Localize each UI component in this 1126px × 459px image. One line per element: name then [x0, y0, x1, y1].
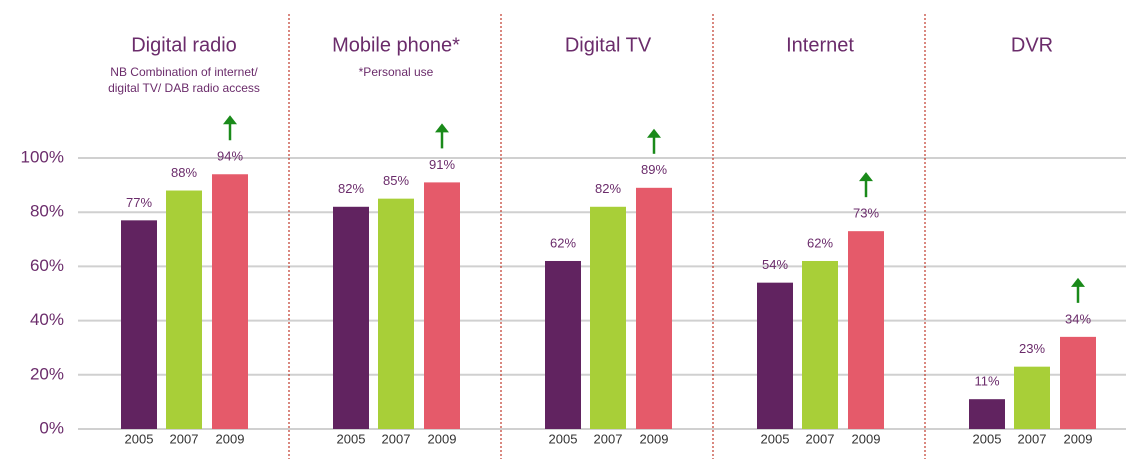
group-title: DVR [1011, 34, 1053, 56]
value-label: 88% [171, 165, 197, 180]
bar [378, 198, 414, 429]
value-label: 73% [853, 206, 879, 221]
bar [424, 182, 460, 429]
y-tick-label: 40% [30, 310, 64, 329]
value-label: 54% [762, 257, 788, 272]
bar [969, 399, 1005, 429]
value-label: 85% [383, 173, 409, 188]
group-title: Internet [786, 34, 854, 56]
x-tick-label: 2009 [852, 431, 881, 446]
group-title: Digital TV [565, 34, 652, 56]
arrow-head [223, 115, 237, 125]
arrow-head [1071, 277, 1085, 287]
bar [545, 260, 581, 429]
value-label: 89% [641, 162, 667, 177]
x-tick-label: 2007 [382, 431, 411, 446]
bar [212, 174, 248, 429]
x-tick-label: 2007 [1018, 431, 1047, 446]
x-tick-label: 2007 [594, 431, 623, 446]
group-note: *Personal use [359, 65, 434, 79]
bar [848, 231, 884, 429]
x-tick-label: 2009 [216, 431, 245, 446]
group-title: Digital radio [131, 34, 237, 56]
x-tick-label: 2009 [640, 431, 669, 446]
group-note: NB Combination of internet/ [110, 65, 258, 79]
x-tick-label: 2009 [1064, 431, 1093, 446]
y-tick-label: 0% [39, 418, 64, 437]
x-tick-label: 2005 [337, 431, 366, 446]
y-tick-label: 60% [30, 256, 64, 275]
bar [121, 220, 157, 429]
value-label: 82% [595, 181, 621, 196]
value-label: 82% [338, 181, 364, 196]
bar [1060, 336, 1096, 429]
bar [757, 282, 793, 429]
bar [802, 260, 838, 429]
x-tick-label: 2007 [806, 431, 835, 446]
arrow-head [859, 172, 873, 182]
bar [636, 187, 672, 429]
value-label: 91% [429, 157, 455, 172]
bar [1014, 366, 1050, 429]
y-tick-label: 100% [21, 147, 64, 166]
x-tick-label: 2005 [125, 431, 154, 446]
value-label: 23% [1019, 341, 1045, 356]
bar [333, 206, 369, 429]
value-label: 77% [126, 195, 152, 210]
value-label: 11% [974, 374, 999, 389]
x-tick-label: 2009 [428, 431, 457, 446]
x-tick-label: 2007 [170, 431, 199, 446]
bar [166, 190, 202, 429]
x-tick-label: 2005 [549, 431, 578, 446]
value-label: 34% [1065, 311, 1091, 326]
arrow-head [647, 128, 661, 138]
y-tick-label: 80% [30, 202, 64, 221]
group-note: digital TV/ DAB radio access [108, 81, 260, 95]
value-label: 62% [807, 235, 833, 250]
y-tick-label: 20% [30, 364, 64, 383]
group-title: Mobile phone* [332, 34, 460, 56]
value-label: 62% [550, 235, 576, 250]
arrow-head [435, 123, 449, 133]
x-tick-label: 2005 [761, 431, 790, 446]
value-label: 94% [217, 149, 243, 164]
bar [590, 206, 626, 429]
x-tick-label: 2005 [973, 431, 1002, 446]
